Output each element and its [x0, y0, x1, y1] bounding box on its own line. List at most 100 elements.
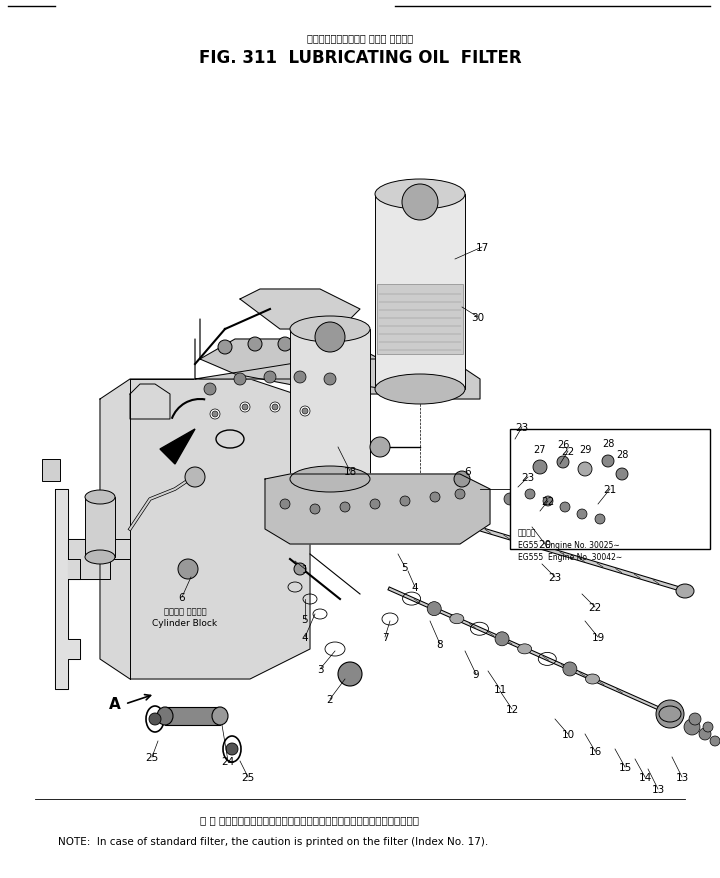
Circle shape	[280, 500, 290, 509]
Text: EG555  Engine No. 30042∼: EG555 Engine No. 30042∼	[518, 552, 622, 561]
Circle shape	[602, 456, 614, 467]
Text: FIG. 311  LUBRICATING OIL  FILTER: FIG. 311 LUBRICATING OIL FILTER	[199, 49, 521, 67]
Text: 4: 4	[302, 632, 308, 643]
Circle shape	[294, 564, 306, 575]
Text: 3: 3	[317, 665, 323, 674]
Text: 29: 29	[579, 444, 591, 455]
Circle shape	[308, 338, 322, 351]
Circle shape	[699, 728, 711, 740]
Bar	[377, 284, 463, 355]
Circle shape	[212, 412, 218, 418]
Text: 8: 8	[437, 639, 444, 649]
Text: ルーブリケーティング オイル フィルタ: ルーブリケーティング オイル フィルタ	[307, 33, 413, 43]
Ellipse shape	[290, 466, 370, 493]
Ellipse shape	[290, 317, 370, 342]
Circle shape	[710, 736, 720, 746]
Polygon shape	[100, 379, 310, 680]
Text: 12: 12	[505, 704, 518, 714]
Circle shape	[300, 407, 310, 416]
Bar	[290, 329, 370, 479]
Text: 23: 23	[521, 472, 535, 482]
Text: 24: 24	[221, 756, 235, 766]
Text: 22: 22	[562, 447, 575, 457]
Text: 22: 22	[588, 602, 602, 612]
Ellipse shape	[375, 375, 465, 405]
Ellipse shape	[450, 614, 464, 624]
Polygon shape	[240, 290, 360, 329]
Circle shape	[703, 723, 713, 732]
Circle shape	[559, 511, 571, 523]
Circle shape	[210, 409, 220, 420]
Ellipse shape	[85, 491, 115, 505]
Text: 5: 5	[302, 615, 308, 624]
Circle shape	[689, 713, 701, 725]
Text: 30: 30	[472, 313, 485, 322]
Text: 6: 6	[179, 593, 185, 602]
Text: 2: 2	[327, 694, 333, 704]
Circle shape	[684, 719, 700, 735]
Circle shape	[272, 405, 278, 411]
Text: 21: 21	[603, 485, 616, 494]
Circle shape	[495, 632, 509, 646]
Circle shape	[234, 373, 246, 385]
Circle shape	[338, 341, 352, 355]
Circle shape	[218, 341, 232, 355]
Text: 27: 27	[534, 444, 546, 455]
Polygon shape	[160, 429, 195, 464]
Text: 19: 19	[591, 632, 605, 643]
Circle shape	[149, 713, 161, 725]
Circle shape	[400, 496, 410, 507]
Text: 適用番号: 適用番号	[518, 528, 536, 536]
Circle shape	[370, 500, 380, 509]
Bar	[85, 498, 115, 558]
Text: 11: 11	[493, 684, 507, 694]
Text: 注 ： 標準フィルタの場合，その注意書きはフィルタ上に印刷されています．: 注 ： 標準フィルタの場合，その注意書きはフィルタ上に印刷されています．	[200, 814, 419, 824]
Text: 28: 28	[616, 450, 628, 459]
Text: 28: 28	[602, 438, 614, 449]
Circle shape	[226, 743, 238, 755]
Text: A: A	[109, 697, 121, 712]
Text: 7: 7	[382, 632, 388, 643]
Circle shape	[543, 496, 553, 507]
Ellipse shape	[518, 644, 531, 654]
Circle shape	[577, 509, 587, 520]
Text: 23: 23	[516, 422, 528, 433]
Circle shape	[370, 437, 390, 457]
Text: 10: 10	[562, 729, 575, 739]
Text: Cylinder Block: Cylinder Block	[153, 619, 217, 628]
Text: 17: 17	[475, 242, 489, 253]
Bar	[375, 195, 465, 390]
Circle shape	[578, 463, 592, 477]
Polygon shape	[195, 340, 480, 399]
Text: 22: 22	[541, 496, 554, 507]
Circle shape	[278, 338, 292, 351]
Circle shape	[270, 402, 280, 413]
Circle shape	[656, 700, 684, 728]
Circle shape	[534, 503, 546, 515]
Circle shape	[340, 502, 350, 513]
Circle shape	[454, 471, 470, 487]
Text: 25: 25	[241, 772, 255, 782]
Circle shape	[557, 457, 569, 469]
Text: 13: 13	[675, 772, 688, 782]
Circle shape	[525, 489, 535, 500]
Circle shape	[248, 338, 262, 351]
Text: 15: 15	[618, 762, 631, 772]
Circle shape	[264, 371, 276, 384]
Text: 25: 25	[145, 752, 158, 762]
Circle shape	[427, 602, 441, 616]
Ellipse shape	[157, 707, 173, 725]
Text: 6: 6	[464, 466, 472, 477]
Circle shape	[294, 371, 306, 384]
Text: 26: 26	[557, 440, 570, 450]
Text: 16: 16	[588, 746, 602, 756]
Circle shape	[616, 469, 628, 480]
Ellipse shape	[85, 551, 115, 565]
Circle shape	[402, 184, 438, 220]
Circle shape	[430, 493, 440, 502]
Circle shape	[242, 405, 248, 411]
Bar	[510, 429, 710, 550]
Ellipse shape	[212, 707, 228, 725]
Polygon shape	[265, 474, 490, 544]
Circle shape	[315, 322, 345, 353]
